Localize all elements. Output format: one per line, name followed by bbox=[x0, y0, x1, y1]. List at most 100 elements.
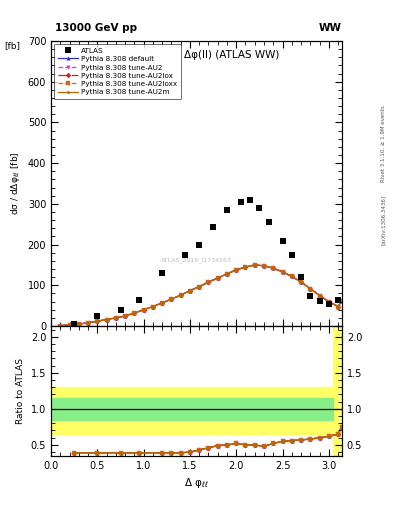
Pythia 8.308 tune-AU2lox bbox=[271, 265, 275, 271]
Text: [arXiv:1306.3436]: [arXiv:1306.3436] bbox=[381, 195, 386, 245]
Pythia 8.308 tune-AU2lox bbox=[280, 269, 285, 275]
Pythia 8.308 tune-AU2 bbox=[271, 265, 275, 271]
Pythia 8.308 tune-AU2m bbox=[271, 265, 275, 271]
Pythia 8.308 default bbox=[206, 279, 211, 285]
Pythia 8.308 tune-AU2m bbox=[187, 288, 192, 294]
X-axis label: Δ φ$_{\ell\ell}$: Δ φ$_{\ell\ell}$ bbox=[184, 476, 209, 490]
Pythia 8.308 tune-AU2lox bbox=[340, 298, 344, 304]
Pythia 8.308 tune-AU2lox bbox=[317, 292, 322, 298]
ATLAS bbox=[257, 205, 262, 211]
ATLAS bbox=[239, 199, 243, 205]
Pythia 8.308 tune-AU2 bbox=[67, 322, 72, 328]
Pythia 8.308 default bbox=[58, 323, 63, 329]
Line: Pythia 8.308 default: Pythia 8.308 default bbox=[59, 263, 343, 327]
Pythia 8.308 tune-AU2m bbox=[262, 263, 266, 269]
Pythia 8.308 tune-AU2m bbox=[197, 284, 202, 290]
Pythia 8.308 tune-AU2 bbox=[178, 292, 183, 298]
Pythia 8.308 tune-AU2loxx bbox=[225, 271, 230, 277]
Pythia 8.308 tune-AU2loxx bbox=[280, 269, 285, 275]
Line: ATLAS: ATLAS bbox=[71, 197, 341, 328]
Pythia 8.308 tune-AU2m bbox=[114, 315, 118, 321]
Pythia 8.308 tune-AU2m bbox=[340, 298, 344, 304]
ATLAS bbox=[183, 252, 188, 258]
Pythia 8.308 tune-AU2lox bbox=[160, 300, 165, 306]
Pythia 8.308 tune-AU2m bbox=[95, 318, 100, 324]
Pythia 8.308 tune-AU2lox bbox=[123, 313, 127, 319]
ATLAS bbox=[327, 301, 331, 307]
Pythia 8.308 tune-AU2loxx bbox=[234, 267, 239, 273]
Pythia 8.308 tune-AU2m bbox=[86, 320, 90, 326]
Pythia 8.308 tune-AU2 bbox=[169, 296, 174, 302]
Pythia 8.308 tune-AU2lox bbox=[308, 286, 313, 292]
Pythia 8.308 tune-AU2lox bbox=[132, 310, 137, 316]
Pythia 8.308 tune-AU2lox bbox=[178, 292, 183, 298]
Pythia 8.308 default bbox=[243, 264, 248, 270]
Pythia 8.308 default bbox=[77, 321, 81, 327]
Pythia 8.308 tune-AU2 bbox=[262, 263, 266, 269]
Pythia 8.308 tune-AU2 bbox=[123, 313, 127, 319]
Pythia 8.308 tune-AU2 bbox=[340, 298, 344, 304]
Pythia 8.308 default bbox=[262, 263, 266, 269]
Pythia 8.308 default bbox=[271, 265, 275, 271]
Pythia 8.308 tune-AU2m bbox=[336, 304, 340, 310]
Pythia 8.308 tune-AU2loxx bbox=[340, 298, 344, 304]
Pythia 8.308 tune-AU2m bbox=[252, 262, 257, 268]
Pythia 8.308 tune-AU2 bbox=[104, 316, 109, 323]
Pythia 8.308 default bbox=[141, 307, 146, 313]
Pythia 8.308 tune-AU2m bbox=[206, 279, 211, 285]
Pythia 8.308 tune-AU2loxx bbox=[95, 318, 100, 324]
Pythia 8.308 tune-AU2 bbox=[77, 321, 81, 327]
Pythia 8.308 tune-AU2 bbox=[151, 304, 155, 310]
Pythia 8.308 tune-AU2m bbox=[151, 304, 155, 310]
Pythia 8.308 tune-AU2lox bbox=[67, 322, 72, 328]
Pythia 8.308 tune-AU2 bbox=[86, 320, 90, 326]
Pythia 8.308 tune-AU2m bbox=[58, 323, 63, 329]
Pythia 8.308 tune-AU2m bbox=[141, 307, 146, 313]
Pythia 8.308 tune-AU2 bbox=[206, 279, 211, 285]
Pythia 8.308 tune-AU2loxx bbox=[169, 296, 174, 302]
Text: 13000 GeV pp: 13000 GeV pp bbox=[55, 23, 137, 33]
Pythia 8.308 default bbox=[104, 316, 109, 323]
Pythia 8.308 tune-AU2 bbox=[280, 269, 285, 275]
Pythia 8.308 tune-AU2loxx bbox=[58, 323, 63, 329]
Pythia 8.308 tune-AU2 bbox=[234, 267, 239, 273]
Pythia 8.308 tune-AU2m bbox=[123, 313, 127, 319]
Line: Pythia 8.308 tune-AU2lox: Pythia 8.308 tune-AU2lox bbox=[59, 263, 343, 327]
Pythia 8.308 tune-AU2m bbox=[225, 271, 230, 277]
Pythia 8.308 tune-AU2 bbox=[225, 271, 230, 277]
Pythia 8.308 tune-AU2 bbox=[187, 288, 192, 294]
Pythia 8.308 default bbox=[197, 284, 202, 290]
Pythia 8.308 tune-AU2loxx bbox=[197, 284, 202, 290]
Pythia 8.308 default bbox=[215, 275, 220, 281]
Pythia 8.308 tune-AU2 bbox=[243, 264, 248, 270]
ATLAS bbox=[248, 197, 252, 203]
Pythia 8.308 default bbox=[280, 269, 285, 275]
Pythia 8.308 tune-AU2loxx bbox=[123, 313, 127, 319]
Pythia 8.308 tune-AU2lox bbox=[225, 271, 230, 277]
Line: Pythia 8.308 tune-AU2: Pythia 8.308 tune-AU2 bbox=[59, 263, 343, 327]
Pythia 8.308 default bbox=[336, 304, 340, 310]
Pythia 8.308 tune-AU2lox bbox=[289, 273, 294, 280]
Pythia 8.308 tune-AU2 bbox=[58, 323, 63, 329]
Pythia 8.308 tune-AU2lox bbox=[215, 275, 220, 281]
Pythia 8.308 default bbox=[252, 262, 257, 268]
Pythia 8.308 tune-AU2 bbox=[215, 275, 220, 281]
ATLAS bbox=[266, 219, 271, 225]
ATLAS bbox=[160, 270, 165, 276]
Pythia 8.308 default bbox=[317, 292, 322, 298]
Text: [fb]: [fb] bbox=[4, 41, 20, 50]
Pythia 8.308 tune-AU2m bbox=[308, 286, 313, 292]
Pythia 8.308 default bbox=[160, 300, 165, 306]
Pythia 8.308 tune-AU2m bbox=[169, 296, 174, 302]
Pythia 8.308 tune-AU2 bbox=[289, 273, 294, 280]
Pythia 8.308 default bbox=[86, 320, 90, 326]
Pythia 8.308 tune-AU2loxx bbox=[114, 315, 118, 321]
Pythia 8.308 tune-AU2loxx bbox=[187, 288, 192, 294]
Pythia 8.308 tune-AU2lox bbox=[114, 315, 118, 321]
Pythia 8.308 tune-AU2lox bbox=[77, 321, 81, 327]
Pythia 8.308 tune-AU2lox bbox=[299, 279, 303, 285]
Pythia 8.308 tune-AU2lox bbox=[95, 318, 100, 324]
Pythia 8.308 tune-AU2lox bbox=[252, 262, 257, 268]
Pythia 8.308 tune-AU2 bbox=[327, 298, 331, 305]
ATLAS bbox=[280, 238, 285, 244]
